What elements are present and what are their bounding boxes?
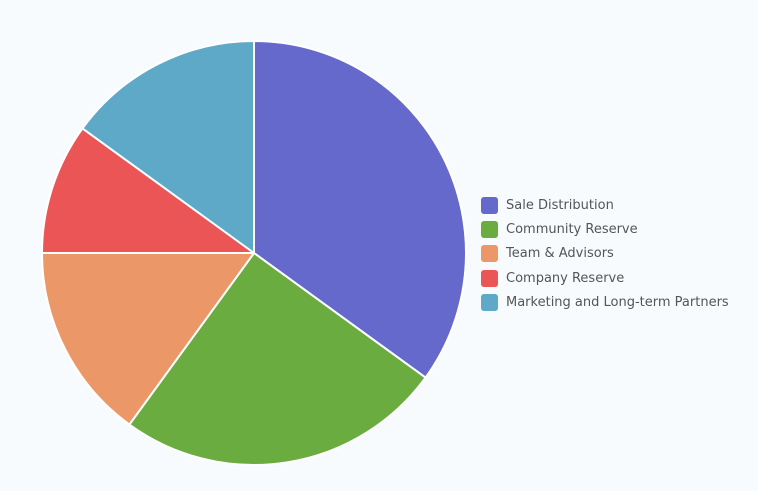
- pie-slice-community-reserve[interactable]: [128, 252, 427, 466]
- legend-swatch: [481, 293, 498, 311]
- legend-swatch: [481, 220, 498, 238]
- pie-slice-sale-distribution[interactable]: [253, 40, 467, 379]
- pie-slice-company-reserve[interactable]: [41, 127, 255, 254]
- legend-label: Sale Distribution: [506, 197, 614, 213]
- legend-item-marketing-partners[interactable]: Marketing and Long-term Partners: [481, 290, 729, 314]
- legend-label: Company Reserve: [506, 270, 625, 286]
- legend-swatch: [481, 196, 498, 214]
- legend-label: Team & Advisors: [506, 246, 614, 262]
- legend-item-company-reserve[interactable]: Company Reserve: [481, 266, 729, 290]
- legend-swatch: [481, 245, 498, 263]
- pie-slice-team-advisors[interactable]: [41, 252, 255, 426]
- legend: Sale Distribution Community Reserve Team…: [481, 193, 729, 314]
- pie-slice-marketing-partners[interactable]: [81, 40, 255, 254]
- legend-label: Marketing and Long-term Partners: [506, 294, 729, 310]
- legend-item-community-reserve[interactable]: Community Reserve: [481, 217, 729, 241]
- legend-label: Community Reserve: [506, 221, 638, 237]
- legend-swatch: [481, 269, 498, 287]
- legend-item-sale-distribution[interactable]: Sale Distribution: [481, 193, 729, 217]
- legend-item-team-advisors[interactable]: Team & Advisors: [481, 242, 729, 266]
